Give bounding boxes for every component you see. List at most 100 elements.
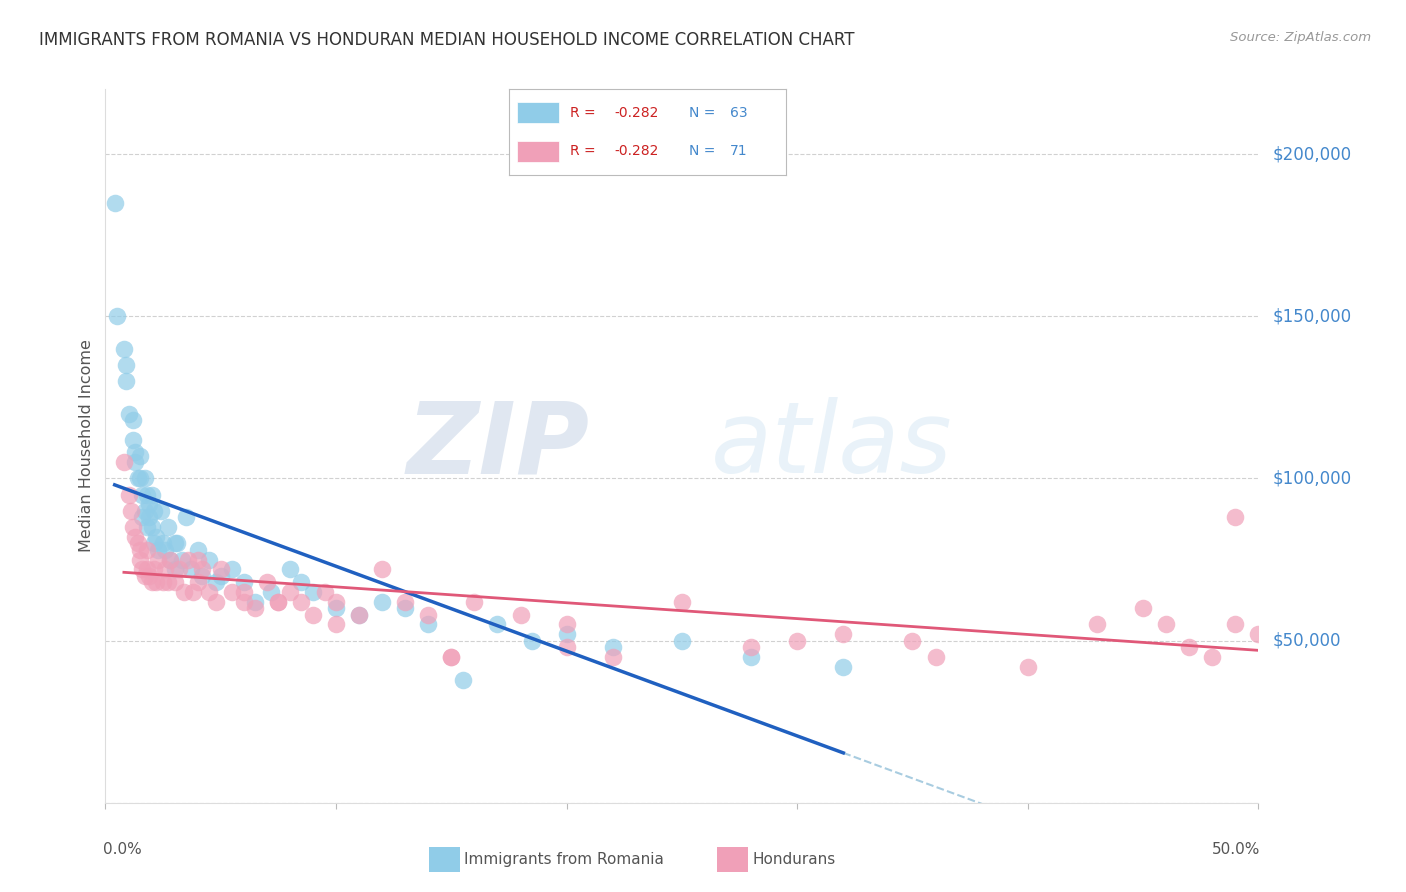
Point: [302, 607, 325, 622]
Point: [256, 575, 278, 590]
Point: [371, 562, 394, 576]
Point: [325, 601, 347, 615]
Point: [509, 607, 531, 622]
Point: [671, 633, 693, 648]
Point: [1247, 627, 1270, 641]
Point: [418, 607, 440, 622]
Point: [418, 617, 440, 632]
Point: [142, 562, 165, 576]
Point: [198, 552, 221, 566]
Point: [347, 607, 370, 622]
Point: [740, 640, 762, 654]
Point: [290, 575, 312, 590]
Point: [115, 358, 138, 372]
Point: [187, 575, 209, 590]
Point: [209, 568, 232, 582]
Point: [105, 310, 128, 324]
Point: [245, 601, 267, 615]
Point: [131, 562, 153, 576]
Point: [115, 374, 138, 388]
Point: [1017, 659, 1039, 673]
Point: [122, 520, 145, 534]
Point: [142, 504, 165, 518]
Point: [232, 595, 254, 609]
Point: [117, 488, 139, 502]
Point: [134, 568, 156, 582]
Point: [112, 455, 135, 469]
Point: [198, 585, 221, 599]
Point: [167, 562, 190, 576]
Point: [555, 640, 578, 654]
Point: [159, 552, 181, 566]
Point: [555, 617, 578, 632]
Text: $50,000: $50,000: [1272, 632, 1341, 649]
Point: [278, 562, 301, 576]
Y-axis label: Median Household Income: Median Household Income: [79, 340, 94, 552]
Text: Source: ZipAtlas.com: Source: ZipAtlas.com: [1230, 31, 1371, 45]
Point: [148, 552, 170, 566]
Point: [163, 575, 186, 590]
Point: [124, 455, 146, 469]
Point: [124, 445, 146, 459]
Point: [486, 617, 509, 632]
Point: [191, 562, 214, 576]
Point: [142, 536, 165, 550]
Point: [104, 195, 127, 210]
Point: [267, 595, 290, 609]
Point: [159, 552, 181, 566]
Point: [141, 520, 163, 534]
Point: [112, 342, 135, 356]
Point: [347, 607, 370, 622]
Point: [520, 633, 543, 648]
Point: [314, 585, 336, 599]
Point: [152, 536, 174, 550]
Point: [451, 673, 474, 687]
Point: [325, 617, 347, 632]
Point: [136, 488, 159, 502]
Point: [170, 552, 193, 566]
Point: [187, 542, 209, 557]
Point: [221, 585, 243, 599]
Text: IMMIGRANTS FROM ROMANIA VS HONDURAN MEDIAN HOUSEHOLD INCOME CORRELATION CHART: IMMIGRANTS FROM ROMANIA VS HONDURAN MEDI…: [39, 31, 855, 49]
Point: [134, 471, 156, 485]
Point: [924, 649, 946, 664]
Point: [145, 530, 167, 544]
Point: [267, 595, 290, 609]
Point: [232, 575, 254, 590]
Point: [163, 562, 186, 576]
Point: [138, 497, 160, 511]
Point: [205, 595, 228, 609]
Text: ZIP: ZIP: [406, 398, 589, 494]
Point: [155, 562, 177, 576]
Point: [148, 542, 170, 557]
Point: [136, 542, 159, 557]
Point: [145, 575, 167, 590]
Text: Immigrants from Romania: Immigrants from Romania: [464, 853, 664, 867]
Point: [141, 575, 163, 590]
Point: [1178, 640, 1201, 654]
Point: [173, 585, 195, 599]
Point: [134, 504, 156, 518]
Point: [131, 488, 153, 502]
Point: [120, 504, 142, 518]
Point: [440, 649, 463, 664]
Point: [124, 530, 146, 544]
Point: [260, 585, 283, 599]
Point: [136, 562, 159, 576]
Point: [205, 575, 228, 590]
Point: [209, 562, 232, 576]
Point: [131, 510, 153, 524]
Point: [325, 595, 347, 609]
Point: [278, 585, 301, 599]
Text: atlas: atlas: [711, 398, 953, 494]
Point: [177, 552, 200, 566]
Text: 0.0%: 0.0%: [103, 842, 142, 857]
Point: [187, 552, 209, 566]
Point: [122, 413, 145, 427]
Text: $100,000: $100,000: [1272, 469, 1351, 487]
Text: Hondurans: Hondurans: [752, 853, 835, 867]
Point: [1225, 617, 1247, 632]
Point: [174, 510, 197, 524]
Point: [181, 585, 204, 599]
Point: [138, 568, 160, 582]
